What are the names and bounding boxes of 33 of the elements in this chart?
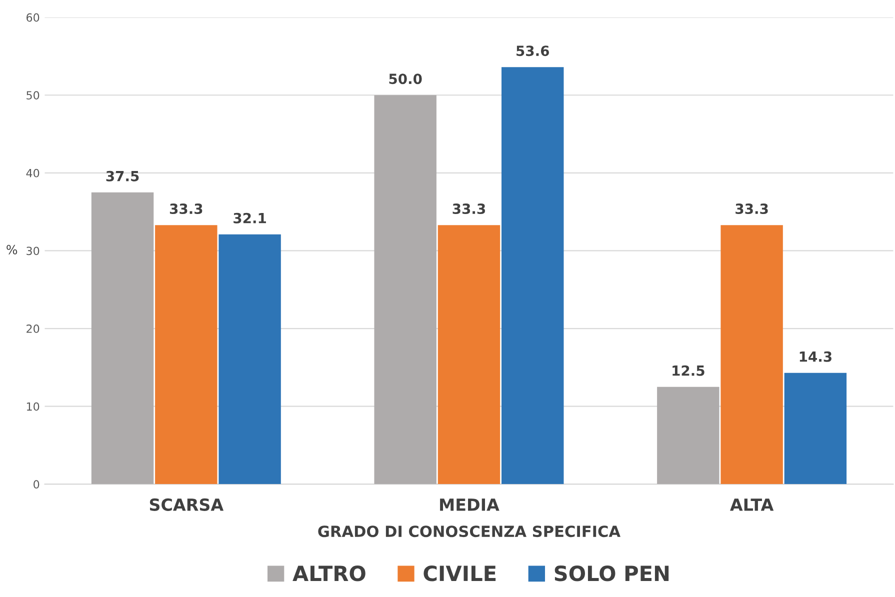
x-tick-label: SCARSA bbox=[150, 498, 224, 511]
bar bbox=[374, 95, 436, 484]
bar bbox=[91, 192, 154, 484]
bar bbox=[657, 386, 720, 484]
data-label: 50.0 bbox=[389, 74, 422, 84]
y-tick-label: 40 bbox=[26, 168, 40, 178]
bar bbox=[438, 225, 500, 484]
data-label: 12.5 bbox=[672, 365, 704, 376]
data-label: 32.1 bbox=[234, 212, 266, 224]
data-label: 33.3 bbox=[170, 204, 202, 214]
y-tick-label: 50 bbox=[26, 91, 40, 100]
data-label: 33.3 bbox=[736, 204, 768, 214]
y-tick-label: 0 bbox=[34, 480, 40, 489]
y-axis-title: % bbox=[6, 244, 18, 254]
y-tick-label: 60 bbox=[26, 13, 40, 22]
data-label: 14.3 bbox=[800, 351, 832, 362]
y-tick-label: 10 bbox=[26, 402, 40, 411]
data-label: 37.5 bbox=[106, 170, 139, 182]
data-label: 33.3 bbox=[452, 204, 486, 214]
legend-label: SOLO PEN bbox=[554, 565, 669, 582]
bar bbox=[155, 225, 218, 484]
x-axis-title: GRADO DI CONOSCENZA SPECIFICA bbox=[318, 526, 620, 538]
x-tick-label: MEDIA bbox=[440, 498, 500, 511]
bar bbox=[720, 225, 783, 484]
bar bbox=[784, 372, 847, 484]
x-tick-label: ALTA bbox=[730, 498, 774, 511]
y-tick-label: 30 bbox=[26, 246, 40, 256]
bar bbox=[502, 67, 564, 484]
legend-label: CIVILE bbox=[424, 565, 496, 582]
y-tick-label: 20 bbox=[26, 324, 40, 333]
legend-label: ALTRO bbox=[292, 565, 366, 582]
data-label: 53.6 bbox=[516, 46, 549, 56]
bar bbox=[218, 234, 281, 484]
